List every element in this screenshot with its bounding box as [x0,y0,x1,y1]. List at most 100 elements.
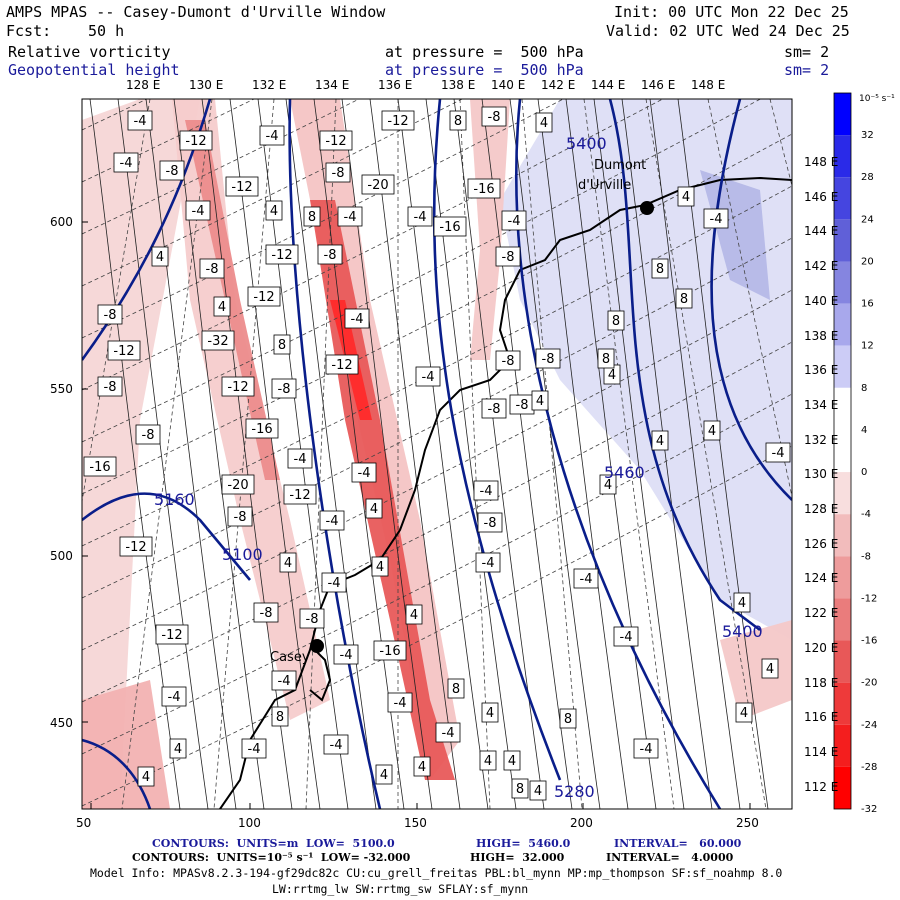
place-durville: d'Urville [578,178,632,193]
right-longitude-label: 144 E [804,224,839,239]
right-longitude-label: 112 E [804,779,839,794]
vorticity-value-label: -20 [221,474,255,495]
svg-text:-12: -12 [185,134,206,149]
vorticity-value-label: 4 [413,756,431,777]
svg-text:-16: -16 [439,220,460,235]
vorticity-value-label: 4 [529,780,547,801]
vorticity-value-label: 4 [677,186,695,207]
svg-text:-8: -8 [542,352,555,367]
svg-text:-4: -4 [482,556,495,571]
right-longitude-label: 114 E [804,744,839,759]
svg-text:4: 4 [740,706,748,721]
svg-text:-4: -4 [480,484,493,499]
colorbar-swatch [834,345,851,388]
longitude-line [82,99,151,504]
svg-text:-8: -8 [104,308,117,323]
colorbar-label: 0 [861,467,867,478]
field1-sm: sm= 2 [784,43,830,61]
colorbar-label: 4 [861,425,867,436]
footer-contours-height: CONTOURS: UNITS=m LOW= 5100.0 [152,837,395,850]
svg-text:-8: -8 [104,380,117,395]
vorticity-value-label: -12 [381,110,415,131]
vorticity-value-label: -4 [407,206,433,227]
top-longitude-label: 136 E [378,78,413,92]
latitude-line [82,99,664,391]
vorticity-value-label: -4 [475,552,501,573]
vorticity-value-label: -4 [351,462,377,483]
svg-text:4: 4 [484,754,492,769]
vorticity-value-label: -4 [185,200,211,221]
colorbar-label: -8 [861,551,871,562]
vorticity-value-label: -16 [433,216,467,237]
svg-text:-12: -12 [113,344,134,359]
vorticity-value-label: 8 [675,288,693,309]
colorbar-swatch [834,640,851,683]
colorbar-label: -16 [861,636,877,647]
field2-sm: sm= 2 [784,61,830,79]
vorticity-value-label: -4 [435,722,461,743]
svg-text:4: 4 [370,502,378,517]
colorbar-swatch [834,135,851,178]
colorbar-label: 16 [861,299,874,310]
thin-contour [201,99,293,809]
svg-text:4: 4 [376,560,384,575]
x-axis-label: 200 [570,816,593,830]
colorbar-swatch [834,387,851,430]
vorticity-value-label: -4 [241,738,267,759]
thin-contour [229,99,321,809]
place-dumont: Dumont [594,158,647,173]
thin-contour [537,99,629,809]
longitude-line [583,99,675,809]
vorticity-value-label: -8 [271,378,297,399]
red-vorticity-band [470,99,510,360]
svg-text:4: 4 [410,608,418,623]
vorticity-value-label: -4 [633,738,659,759]
colorbar-swatch [834,303,851,346]
vorticity-value-label: 4 [405,604,423,625]
thin-contour [257,99,349,809]
svg-text:-4: -4 [330,738,343,753]
svg-text:-16: -16 [379,644,400,659]
thin-contour [621,99,713,809]
vorticity-value-label: 4 [279,552,297,573]
height-label-5100: 5100 [222,545,263,564]
vorticity-value-label: -12 [179,130,213,151]
vorticity-value-label: -12 [319,130,353,151]
vorticity-value-label: -4 [271,670,297,691]
colorbar-swatch [834,598,851,641]
vorticity-value-label: 4 [703,420,721,441]
colorbar-label: 8 [861,383,867,394]
vorticity-value-label: 8 [559,708,577,729]
vorticity-value-label: -12 [119,536,153,557]
svg-text:-4: -4 [266,129,279,144]
vorticity-value-label: -8 [509,394,535,415]
colorbar-swatch [834,219,851,262]
vorticity-value-label: -8 [317,244,343,265]
vorticity-value-label: 8 [651,258,669,279]
top-longitude-label: 144 E [591,78,626,92]
svg-text:-12: -12 [271,248,292,263]
vorticity-value-label: -4 [573,568,599,589]
svg-text:-4: -4 [358,466,371,481]
vorticity-value-label: -4 [387,692,413,713]
vorticity-value-label: -8 [253,602,279,623]
thin-contour [677,99,769,809]
svg-text:-12: -12 [289,488,310,503]
right-longitude-label: 132 E [804,432,839,447]
colorbar-label: -28 [861,762,877,773]
height-label-5460: 5460 [604,463,645,482]
y-axis-label: 450 [50,716,73,730]
vorticity-value-label: 8 [273,334,291,355]
vorticity-value-label: -8 [481,398,507,419]
svg-text:-4: -4 [620,630,633,645]
svg-text:-4: -4 [120,156,133,171]
vorticity-value-label: -4 [501,210,527,231]
height-contour [432,99,562,781]
svg-text:-4: -4 [328,576,341,591]
height-contour [82,738,152,809]
vorticity-value-label: -8 [299,608,325,629]
right-longitude-label: 148 E [804,155,839,169]
svg-text:8: 8 [454,114,462,129]
footer-vort-high: HIGH= 32.000 [470,851,565,864]
svg-text:-16: -16 [251,422,272,437]
